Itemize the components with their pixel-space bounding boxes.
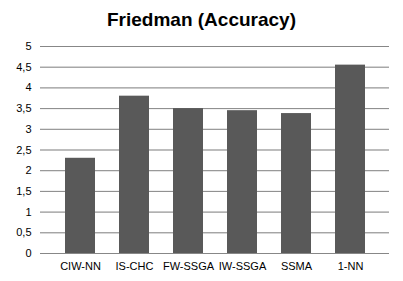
svg-text:2,5: 2,5 [16, 144, 31, 156]
svg-text:0: 0 [25, 247, 31, 259]
svg-text:0,5: 0,5 [16, 226, 31, 238]
svg-text:2: 2 [25, 164, 31, 176]
html-text:Friedman (Accuracy): Friedman (Accuracy) [107, 9, 296, 30]
svg-text:1,5: 1,5 [16, 185, 31, 197]
svg-text:SSMA: SSMA [281, 260, 313, 272]
svg-text:1: 1 [25, 206, 31, 218]
svg-text:4,5: 4,5 [16, 61, 31, 73]
svg-text:CIW-NN: CIW-NN [60, 260, 101, 272]
svg-text:IW-SSGA: IW-SSGA [219, 260, 267, 272]
svg-text:3,5: 3,5 [16, 102, 31, 114]
svg-text:1-NN: 1-NN [338, 260, 364, 272]
svg-text:IS-CHC: IS-CHC [116, 260, 154, 272]
svg-text:5: 5 [25, 40, 31, 52]
svg-text:FW-SSGA: FW-SSGA [163, 260, 215, 272]
svg-text:3: 3 [25, 123, 31, 135]
svg-text:4: 4 [25, 81, 31, 93]
